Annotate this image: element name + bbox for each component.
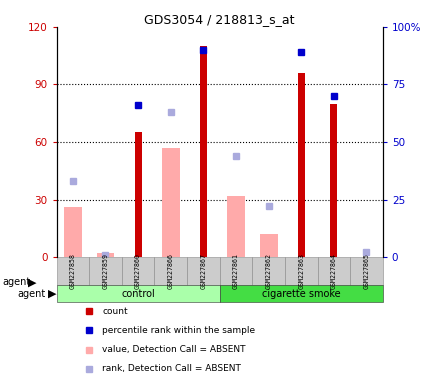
Bar bbox=[199, 46, 207, 257]
Bar bbox=[219, 257, 252, 285]
Title: GDS3054 / 218813_s_at: GDS3054 / 218813_s_at bbox=[144, 13, 294, 26]
Bar bbox=[259, 234, 277, 257]
Bar bbox=[349, 257, 382, 285]
Text: GSM227861: GSM227861 bbox=[233, 253, 238, 289]
Bar bbox=[56, 257, 89, 285]
Text: control: control bbox=[121, 289, 155, 299]
Bar bbox=[297, 73, 304, 257]
Bar bbox=[89, 257, 122, 285]
Bar bbox=[227, 196, 244, 257]
Bar bbox=[187, 257, 219, 285]
Bar bbox=[56, 285, 219, 302]
Bar bbox=[329, 104, 337, 257]
Text: rank, Detection Call = ABSENT: rank, Detection Call = ABSENT bbox=[102, 364, 240, 373]
Text: GSM227863: GSM227863 bbox=[298, 253, 303, 289]
Text: ▶: ▶ bbox=[48, 289, 56, 299]
Text: cigarette smoke: cigarette smoke bbox=[261, 289, 340, 299]
Bar bbox=[64, 207, 82, 257]
Text: ▶: ▶ bbox=[28, 277, 37, 287]
Bar bbox=[284, 257, 317, 285]
Bar bbox=[154, 257, 187, 285]
Bar bbox=[219, 285, 382, 302]
Bar bbox=[122, 257, 154, 285]
Text: GSM227860: GSM227860 bbox=[135, 253, 141, 289]
Text: value, Detection Call = ABSENT: value, Detection Call = ABSENT bbox=[102, 345, 245, 354]
Text: agent: agent bbox=[2, 277, 30, 287]
Text: GSM227859: GSM227859 bbox=[102, 253, 108, 289]
Bar bbox=[317, 257, 349, 285]
Bar bbox=[96, 253, 114, 257]
Text: GSM227867: GSM227867 bbox=[200, 253, 206, 289]
Text: GSM227858: GSM227858 bbox=[70, 253, 76, 289]
Text: GSM227866: GSM227866 bbox=[168, 253, 173, 289]
Bar bbox=[252, 257, 284, 285]
Bar bbox=[134, 132, 141, 257]
Text: GSM227864: GSM227864 bbox=[330, 253, 336, 289]
Text: percentile rank within the sample: percentile rank within the sample bbox=[102, 326, 255, 335]
Text: GSM227865: GSM227865 bbox=[363, 253, 368, 289]
Text: GSM227862: GSM227862 bbox=[265, 253, 271, 289]
Text: agent: agent bbox=[17, 289, 45, 299]
Text: count: count bbox=[102, 307, 128, 316]
Bar bbox=[161, 148, 179, 257]
